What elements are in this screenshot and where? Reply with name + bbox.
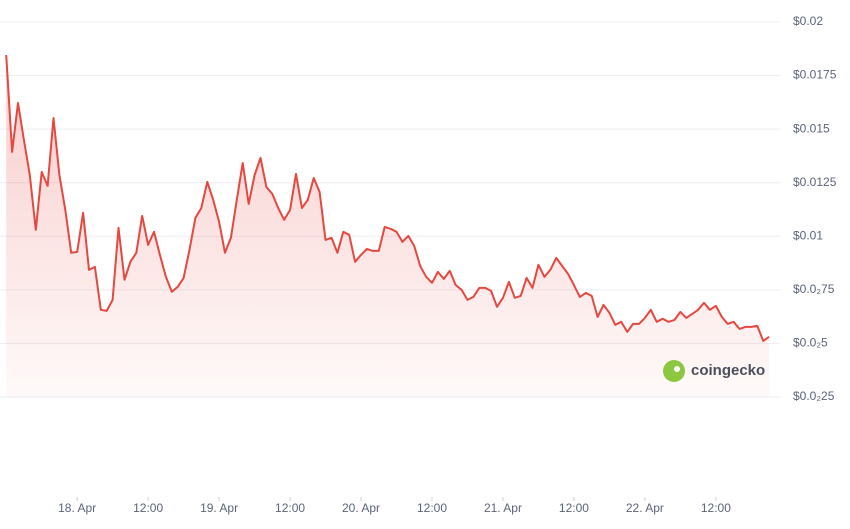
price-line [5,54,770,342]
y-tick-label: $0.0₂5 [793,336,828,350]
watermark: coingecko [663,360,765,382]
x-tick-label: 22. Apr [626,501,664,515]
watermark-logo [663,360,685,382]
x-tick-label: 20. Apr [342,501,380,515]
x-tick-label: 12:00 [133,501,163,515]
x-tick-label: 12:00 [275,501,305,515]
x-tick-label: 19. Apr [200,501,238,515]
x-tick-label: 21. Apr [484,501,522,515]
y-tick-label: $0.0₂75 [793,282,835,296]
y-tick-label: $0.01 [793,228,823,242]
watermark-logo-eye [674,366,680,372]
x-tick-label: 12:00 [559,501,589,515]
price-area [6,55,770,397]
x-tick-label: 18. Apr [58,501,96,515]
y-tick-label: $0.0175 [793,68,837,82]
watermark-text: coingecko [691,362,765,379]
y-tick-label: $0.0125 [793,175,837,189]
x-tick-label: 12:00 [701,501,731,515]
x-tick-label: 12:00 [417,501,447,515]
y-tick-label: $0.015 [793,121,830,135]
y-tick-label: $0.0₂25 [793,389,835,403]
y-tick-label: $0.02 [793,14,823,28]
